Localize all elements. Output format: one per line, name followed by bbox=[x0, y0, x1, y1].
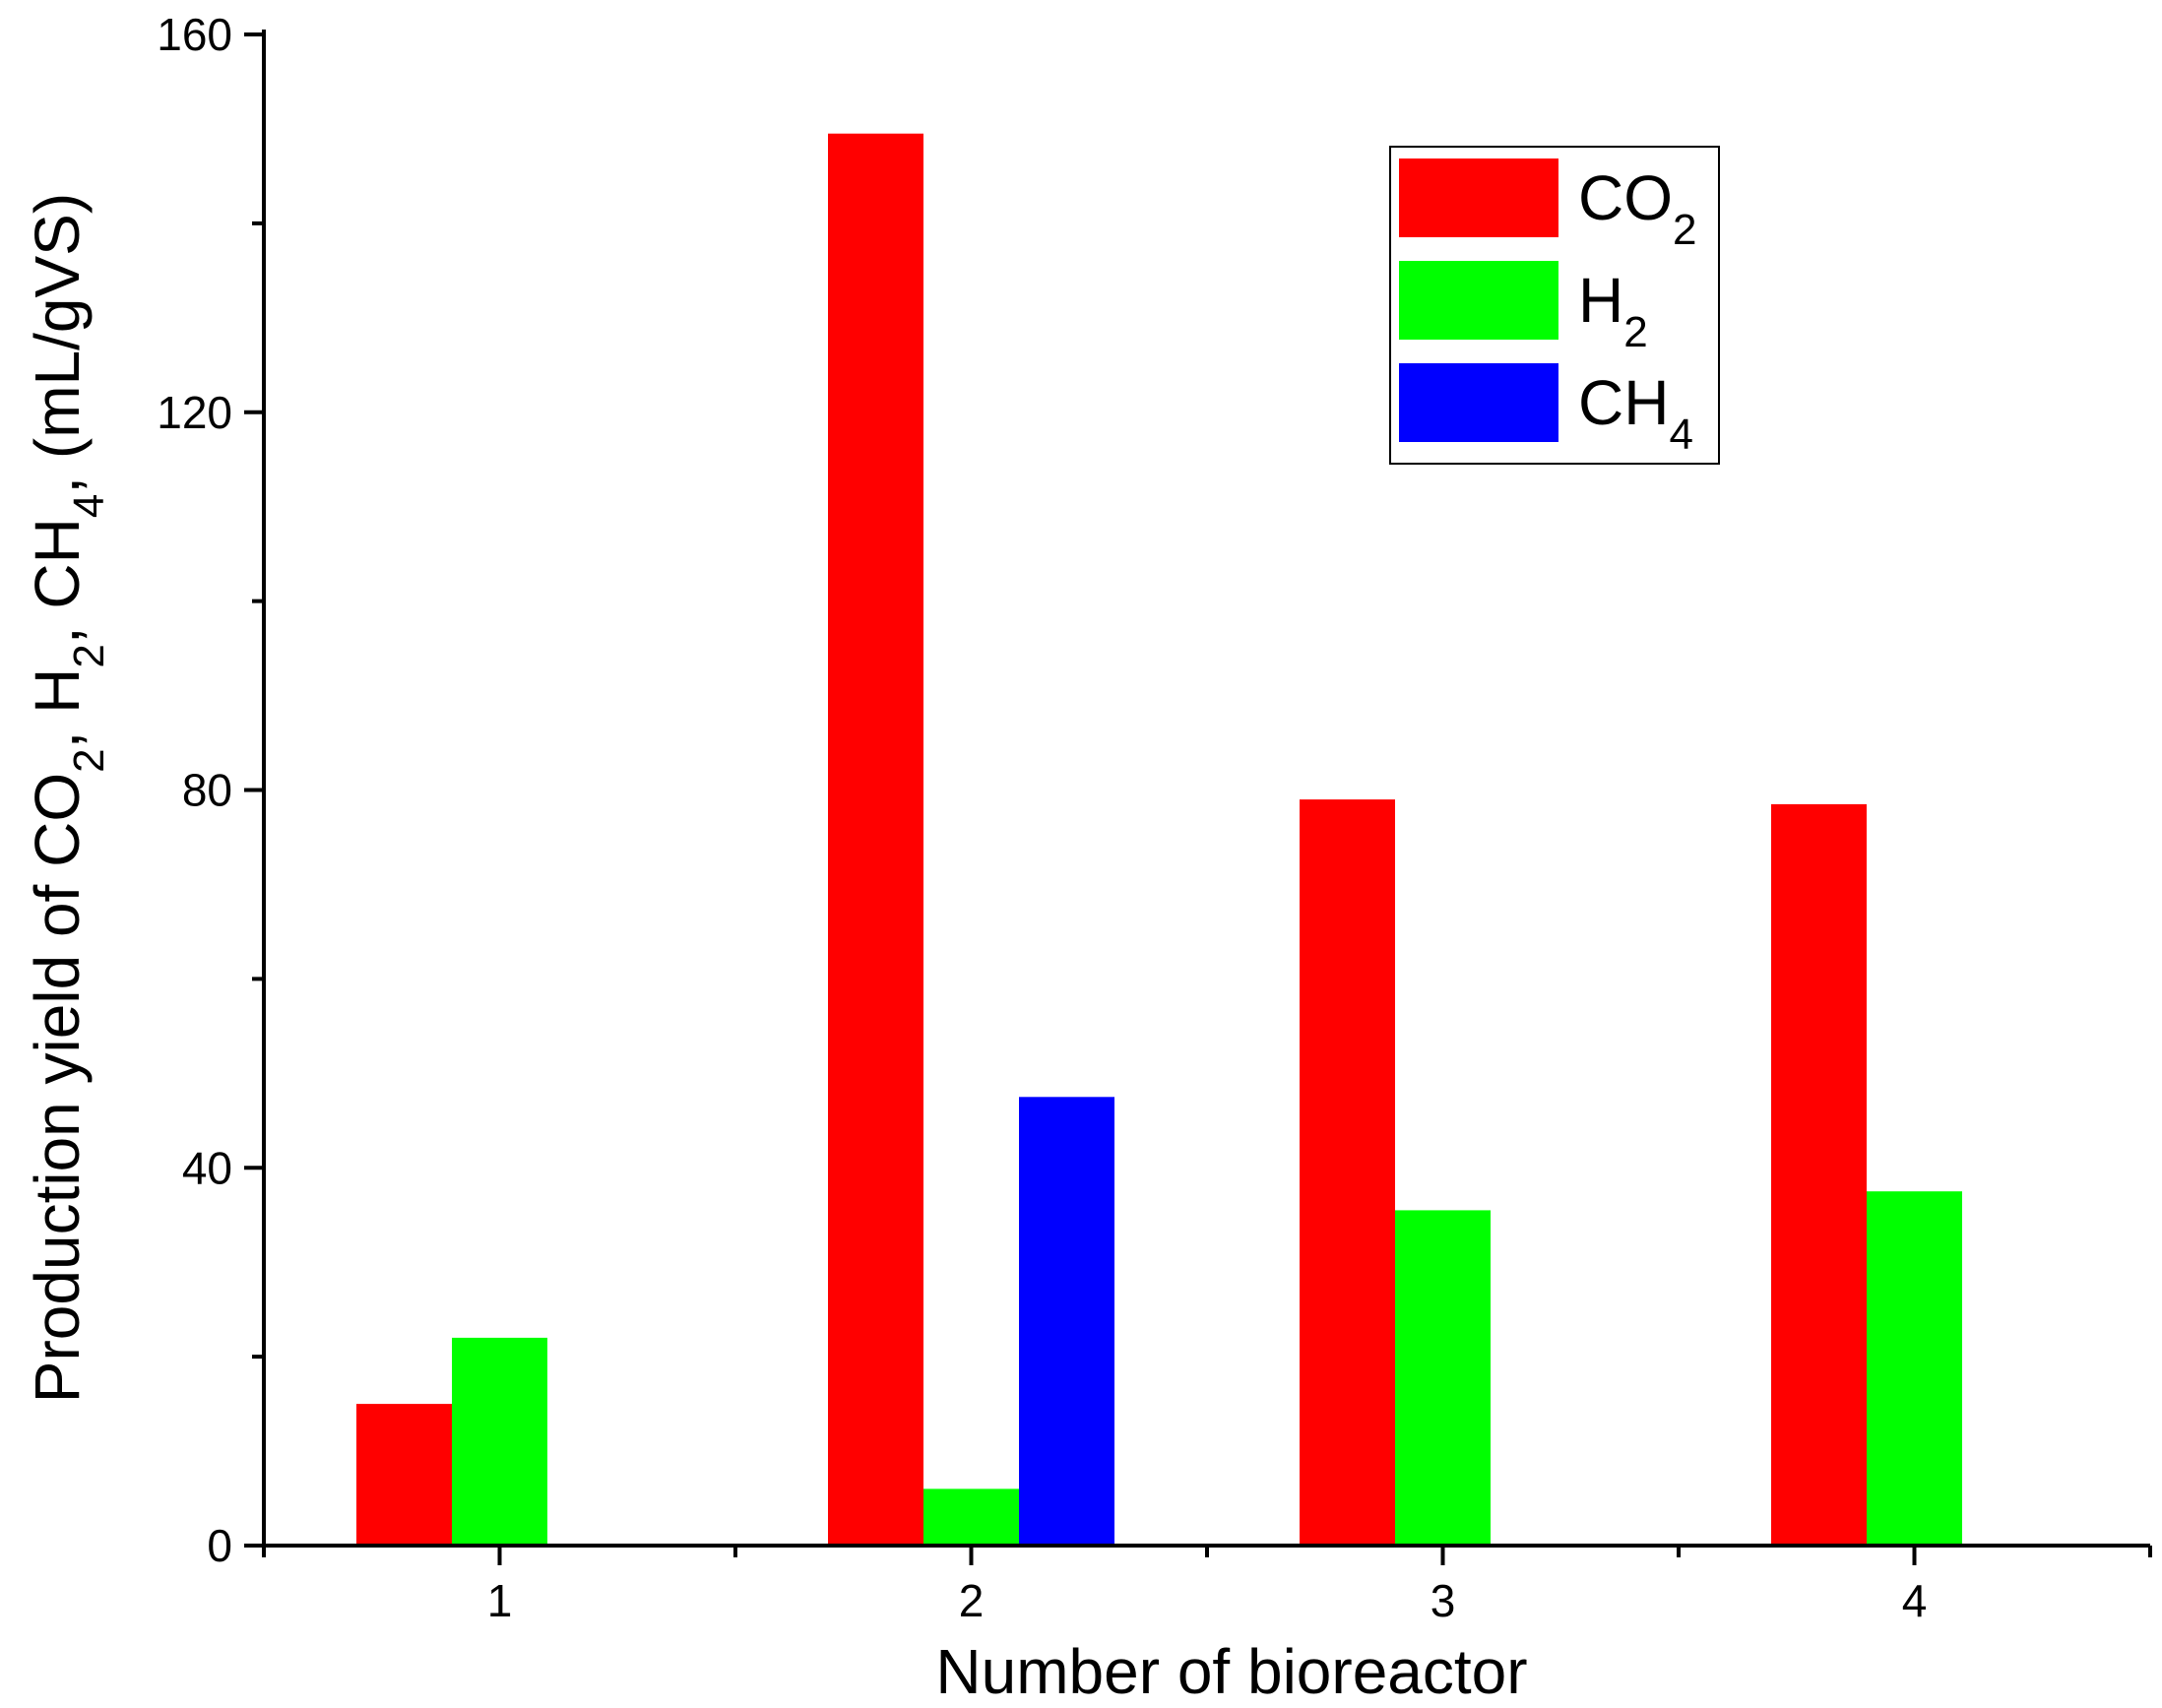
y-title-subscript: 2 bbox=[65, 644, 113, 667]
bar-co2-reactor-4 bbox=[1771, 803, 1867, 1546]
x-axis-title: Number of bioreactor bbox=[935, 1636, 1527, 1707]
y-tick-label: 0 bbox=[207, 1520, 232, 1571]
x-tick-label: 4 bbox=[1902, 1575, 1928, 1626]
y-tick-label: 120 bbox=[157, 387, 232, 438]
x-tick-label: 2 bbox=[959, 1575, 985, 1626]
y-title-text: , H bbox=[22, 668, 93, 749]
legend: CO2 H2 CH4 bbox=[1389, 146, 1720, 465]
legend-swatch-co2 bbox=[1399, 158, 1558, 237]
y-title-text: , (mL/gVS) bbox=[22, 193, 93, 494]
legend-label: CH4 bbox=[1578, 367, 1693, 459]
legend-label: H2 bbox=[1578, 265, 1648, 356]
bar-co2-reactor-3 bbox=[1300, 799, 1395, 1546]
bar-co2-reactor-2 bbox=[828, 133, 923, 1547]
y-title-subscript: 2 bbox=[65, 748, 113, 772]
legend-swatch-h2 bbox=[1399, 261, 1558, 340]
bar-h2-reactor-2 bbox=[923, 1488, 1019, 1546]
bar-h2-reactor-4 bbox=[1867, 1191, 1962, 1546]
y-tick-label: 160 bbox=[157, 9, 232, 60]
x-tick-label: 1 bbox=[487, 1575, 513, 1626]
y-tick-label: 40 bbox=[182, 1142, 232, 1193]
y-title-text: Production yield of CO bbox=[22, 773, 93, 1403]
axes: 0 40 80 120 160 1 2 3 4 bbox=[157, 9, 2152, 1626]
bar-h2-reactor-3 bbox=[1395, 1210, 1491, 1546]
bar-ch4-reactor-2 bbox=[1019, 1097, 1114, 1546]
legend-swatch-ch4 bbox=[1399, 363, 1558, 442]
y-tick-label: 80 bbox=[182, 765, 232, 816]
legend-label: CO2 bbox=[1578, 162, 1696, 254]
x-tick-label: 3 bbox=[1431, 1575, 1456, 1626]
bar-co2-reactor-1 bbox=[356, 1404, 452, 1546]
y-title-subscript: 4 bbox=[65, 494, 113, 518]
y-axis-title: Production yield of CO2, H2, CH4, (mL/gV… bbox=[22, 193, 113, 1403]
plot-area bbox=[356, 133, 2058, 1547]
bar-h2-reactor-1 bbox=[452, 1337, 547, 1546]
y-title-text: , CH bbox=[22, 518, 93, 644]
